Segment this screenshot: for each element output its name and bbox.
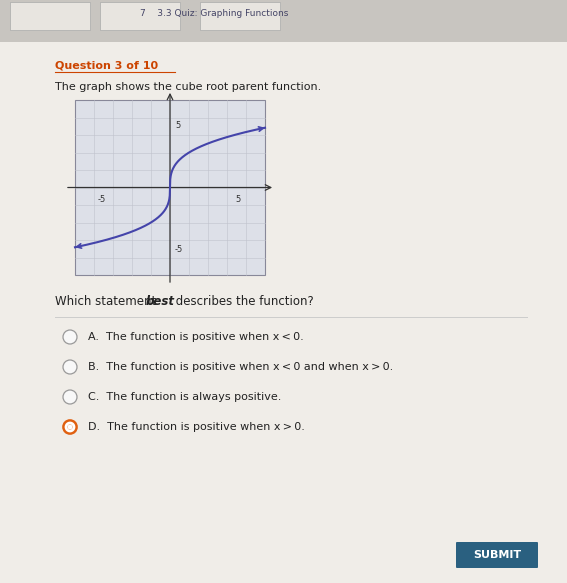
Circle shape [67, 424, 73, 430]
Text: 5: 5 [235, 195, 240, 205]
Text: -5: -5 [175, 245, 183, 255]
Text: The graph shows the cube root parent function.: The graph shows the cube root parent fun… [55, 82, 321, 92]
Circle shape [63, 360, 77, 374]
Text: describes the function?: describes the function? [172, 295, 314, 308]
Bar [0, 0, 567, 42]
Text: A.  The function is positive when x < 0.: A. The function is positive when x < 0. [88, 332, 304, 342]
Circle shape [63, 420, 77, 434]
Bar [75, 100, 265, 275]
Bar [200, 2, 280, 30]
Text: D.  The function is positive when x > 0.: D. The function is positive when x > 0. [88, 422, 305, 432]
FancyBboxPatch shape [456, 542, 538, 568]
Text: SUBMIT: SUBMIT [473, 550, 521, 560]
Text: C.  The function is always positive.: C. The function is always positive. [88, 392, 281, 402]
Text: -5: -5 [98, 195, 106, 205]
Circle shape [63, 330, 77, 344]
Text: 7    3.3 Quiz: Graphing Functions: 7 3.3 Quiz: Graphing Functions [140, 9, 289, 19]
Text: B.  The function is positive when x < 0 and when x > 0.: B. The function is positive when x < 0 a… [88, 362, 393, 372]
Circle shape [63, 390, 77, 404]
Bar [100, 2, 180, 30]
Text: Which statement: Which statement [55, 295, 160, 308]
Text: best: best [146, 295, 175, 308]
Text: 5: 5 [175, 121, 180, 129]
Bar [10, 2, 90, 30]
Text: Question 3 of 10: Question 3 of 10 [55, 60, 158, 70]
Circle shape [66, 423, 74, 431]
